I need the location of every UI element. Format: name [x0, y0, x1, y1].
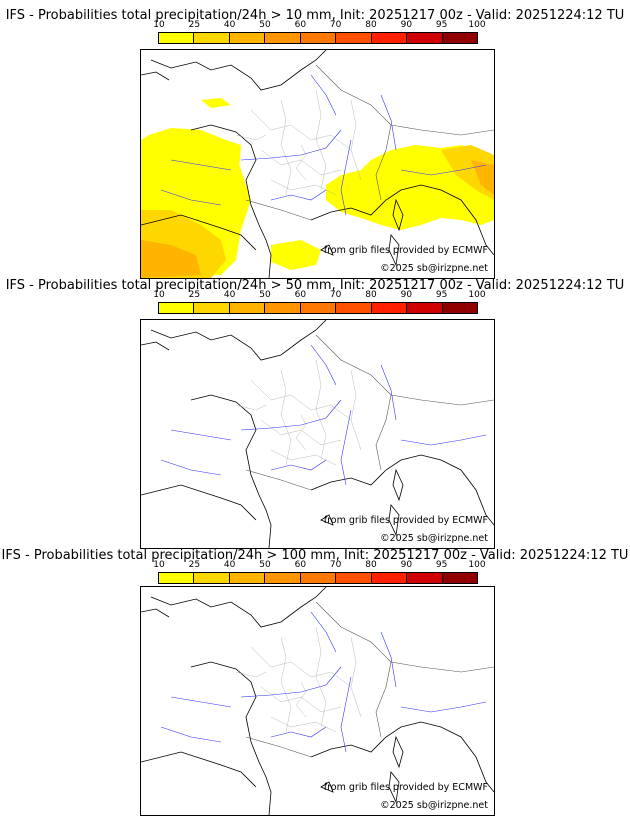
- colorbar-tick-label: 80: [365, 290, 377, 300]
- panel-title: IFS - Probabilities total precipitation/…: [5, 8, 625, 23]
- colorbar: [158, 302, 478, 314]
- colorbar-tick-label: 50: [259, 20, 271, 30]
- colorbar-tick-label: 95: [435, 20, 448, 30]
- colorbar-tick-label: 10: [153, 560, 165, 570]
- colorbar-tick-label: 40: [223, 290, 236, 300]
- colorbar-tick-label: 60: [294, 290, 307, 300]
- precip-map-svg: [141, 320, 494, 548]
- colorbar-segment: [229, 33, 266, 43]
- colorbar-tick-label: 90: [400, 20, 413, 30]
- colorbar-segment: [265, 33, 301, 43]
- colorbar-tick-label: 40: [223, 20, 236, 30]
- colorbar-tick-label: 95: [435, 560, 448, 570]
- colorbar-tick-label: 10: [153, 290, 165, 300]
- colorbar-segment: [407, 573, 443, 583]
- colorbar-tick-label: 70: [329, 290, 342, 300]
- map-panel-50mm: IFS - Probabilities total precipitation/…: [0, 278, 630, 549]
- colorbar-segment: [159, 303, 195, 313]
- colorbar-tick-label: 90: [400, 290, 413, 300]
- colorbar-segment: [371, 573, 408, 583]
- colorbar-segment: [407, 303, 443, 313]
- colorbar: [158, 572, 478, 584]
- colorbar-segment: [336, 573, 372, 583]
- copyright-credit: ©2025 sb@irizpne.net: [380, 263, 488, 274]
- colorbar-tick-label: 50: [259, 290, 271, 300]
- colorbar-tick-label: 95: [435, 290, 448, 300]
- colorbar-segment: [442, 573, 477, 583]
- colorbar-segment: [229, 303, 266, 313]
- colorbar-segment: [194, 303, 230, 313]
- colorbar-tick-label: 60: [294, 560, 307, 570]
- colorbar-tick-label: 60: [294, 20, 307, 30]
- colorbar-tick-label: 100: [468, 290, 486, 300]
- probability-map: from grib files provided by ECMWF ©2025 …: [140, 586, 495, 816]
- coastlines: [141, 50, 494, 278]
- copyright-credit: ©2025 sb@irizpne.net: [380, 533, 488, 544]
- colorbar-segment: [442, 33, 477, 43]
- rivers: [160, 611, 487, 753]
- country-borders: [245, 64, 494, 221]
- colorbar-segment: [300, 573, 337, 583]
- country-borders: [245, 601, 494, 758]
- colorbar-tick-label: 90: [400, 560, 413, 570]
- colorbar-tick-label: 10: [153, 20, 165, 30]
- colorbar-segment: [407, 33, 443, 43]
- precip-map-svg: [141, 50, 494, 278]
- colorbar-segment: [229, 573, 266, 583]
- regional-borders: [235, 359, 362, 466]
- panel-title: IFS - Probabilities total precipitation/…: [5, 278, 625, 293]
- colorbar-tick-label: 100: [468, 560, 486, 570]
- colorbar-segment: [194, 33, 230, 43]
- source-credit: from grib files provided by ECMWF: [323, 515, 488, 526]
- colorbar-tick-label: 70: [329, 20, 342, 30]
- source-credit: from grib files provided by ECMWF: [323, 245, 488, 256]
- probability-map: from grib files provided by ECMWF ©2025 …: [140, 49, 495, 279]
- panel-title: IFS - Probabilities total precipitation/…: [1, 548, 629, 563]
- precip-map-svg: [141, 587, 494, 815]
- colorbar-segment: [442, 303, 477, 313]
- colorbar-segment: [159, 573, 195, 583]
- coastlines: [141, 320, 494, 548]
- colorbar: [158, 32, 478, 44]
- rivers: [160, 74, 487, 216]
- source-credit: from grib files provided by ECMWF: [323, 782, 488, 793]
- map-panel-100mm: IFS - Probabilities total precipitation/…: [0, 548, 630, 818]
- colorbar-segment: [300, 33, 337, 43]
- colorbar-tick-label: 50: [259, 560, 271, 570]
- colorbar-segment: [159, 33, 195, 43]
- colorbar-segment: [371, 33, 408, 43]
- colorbar-tick-label: 100: [468, 20, 486, 30]
- colorbar-tick-label: 25: [188, 20, 201, 30]
- colorbar-segment: [371, 303, 408, 313]
- colorbar-tick-label: 25: [188, 560, 201, 570]
- colorbar-segment: [265, 573, 301, 583]
- colorbar-tick-label: 80: [365, 20, 377, 30]
- colorbar-segment: [300, 303, 337, 313]
- probability-map: from grib files provided by ECMWF ©2025 …: [140, 319, 495, 549]
- colorbar-segment: [336, 33, 372, 43]
- colorbar-segment: [265, 303, 301, 313]
- regional-borders: [235, 626, 362, 733]
- colorbar-tick-label: 40: [223, 560, 236, 570]
- country-borders: [245, 334, 494, 491]
- colorbar-tick-label: 70: [329, 560, 342, 570]
- regional-borders: [235, 89, 362, 196]
- rivers: [160, 344, 487, 486]
- colorbar-segment: [194, 573, 230, 583]
- colorbar-segment: [336, 303, 372, 313]
- map-panel-10mm: IFS - Probabilities total precipitation/…: [0, 8, 630, 279]
- colorbar-tick-label: 25: [188, 290, 201, 300]
- coastlines: [141, 587, 494, 815]
- colorbar-tick-label: 80: [365, 560, 377, 570]
- copyright-credit: ©2025 sb@irizpne.net: [380, 800, 488, 811]
